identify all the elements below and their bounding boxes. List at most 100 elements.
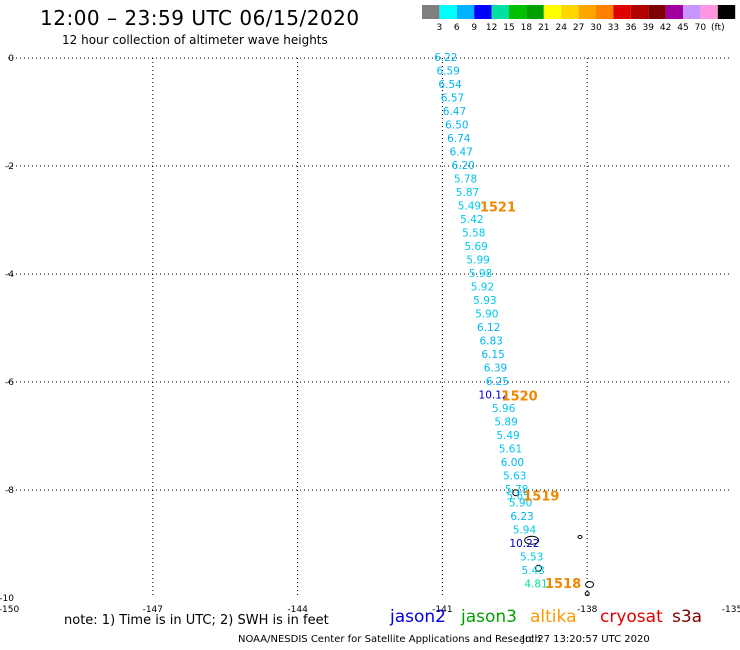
wave-height-label: 5.89 [494,417,517,429]
x-tick-label: -138 [577,605,598,615]
wave-height-label: 4.81 [524,579,547,591]
colorbar-label: 70 [695,23,707,33]
legend-cryosat: cryosat [600,607,663,627]
wave-height-label: 5.96 [492,403,516,415]
wave-height-label: 6.74 [447,133,471,145]
colorbar-swatch [613,5,631,19]
wave-height-label: 5.65 [506,490,529,502]
legend-altika: altika [530,607,577,627]
colorbar-swatch [630,5,649,19]
axis-tick-labels: -150 -147 -144 -141 -138 -135 0 -2 -4 -6 -8 -10 [0,54,740,615]
colorbar-label: 27 [573,23,584,33]
wave-height-label: 5.49 [458,201,481,213]
wave-height-label: 5.58 [462,228,485,240]
colorbar-label: 9 [471,23,477,33]
colorbar-label: 24 [555,23,567,33]
x-tick-label: -144 [287,605,308,615]
wave-height-label: 6.20 [451,160,474,172]
colorbar-swatch [474,5,492,19]
legend-s3a: s3a [672,607,703,627]
wave-height-label: 5.99 [466,255,489,267]
colorbar-swatch [439,5,457,19]
pass-number-label: 1518 [545,577,581,592]
legend-jason3: jason3 [461,607,517,627]
colorbar-swatch [700,5,718,19]
y-tick-label: 0 [8,54,14,64]
colorbar-swatch [456,5,475,19]
wave-height-label: 6.83 [479,336,502,348]
island-outline [512,489,520,497]
colorbar-label: 12 [486,23,497,33]
colorbar-swatch [422,5,440,19]
grid-lines [8,57,732,598]
wave-height-label: 6.22 [434,52,457,64]
wave-height-label: 5.92 [471,282,494,294]
colorbar-swatch [717,5,736,19]
colorbar-label: 21 [538,23,549,33]
pass-number-label: 1521 [480,201,516,216]
colorbar-label: 15 [503,23,514,33]
y-tick-label: -2 [5,162,14,172]
wave-height-label: 5.90 [509,498,532,510]
wave-height-label: 6.59 [436,66,459,78]
wave-height-label: 6.50 [445,120,468,132]
colorbar-label: 42 [660,23,671,33]
colorbar: 3 6 9 12 15 18 21 24 27 30 33 36 39 42 45 70 (ft) [422,5,736,33]
wave-height-label: 5.90 [475,309,498,321]
wave-height-label: 5.98 [469,268,492,280]
page-subtitle: 12 hour collection of altimeter wave hei… [62,33,328,47]
colorbar-swatch [491,5,509,19]
colorbar-swatch [578,5,596,19]
colorbar-swatch [543,5,562,19]
pass-number-labels: 1521 1520 1519 1518 [480,201,581,592]
colorbar-swatch [665,5,683,19]
wave-height-label: 5.53 [520,552,543,564]
x-tick-label: -141 [432,605,452,615]
wave-height-label: 5.93 [473,295,496,307]
wave-height-label: 6.25 [486,376,509,388]
island-outline [577,534,583,539]
wave-height-label: 6.00 [501,457,524,469]
colorbar-label: (ft) [711,23,725,33]
x-tick-label: -147 [143,605,163,615]
wave-height-label: 6.47 [450,147,473,159]
page-title: 12:00 – 23:59 UTC 06/15/2020 [40,6,360,30]
pass-number-label: 1519 [523,489,559,504]
wave-height-label: 10.12 [479,390,509,402]
colorbar-label: 39 [642,23,654,33]
wave-height-label: 5.78 [505,484,528,496]
wave-height-label: 5.69 [464,241,487,253]
y-tick-label: -8 [5,486,14,496]
pass-number-label: 1520 [502,390,538,405]
colorbar-swatch [596,5,614,19]
y-tick-label: -4 [5,270,14,280]
wave-height-label: 5.87 [456,187,479,199]
x-tick-label: -135 [722,605,740,615]
island-outline [584,591,590,597]
wave-height-label: 10.22 [509,538,539,550]
wave-height-label: 6.54 [438,79,462,91]
footer-timestamp: Jul 27 13:20:57 UTC 2020 [522,634,650,645]
wave-height-label: 6.23 [510,511,533,523]
wave-height-label: 5.43 [521,565,544,577]
wave-height-label: 6.39 [484,363,507,375]
legend-jason2: jason2 [390,607,446,627]
colorbar-swatch [526,5,544,19]
wave-height-label: 5.42 [460,214,483,226]
wave-height-label: 5.63 [503,471,526,483]
wave-height-label: 5.94 [513,525,537,537]
wave-height-label: 5.49 [496,430,519,442]
colorbar-label: 6 [454,23,460,33]
y-tick-label: -6 [5,378,14,388]
wave-height-label: 6.12 [477,322,500,334]
wave-height-label: 6.15 [481,349,504,361]
colorbar-label: 30 [590,23,602,33]
colorbar-swatch [648,5,666,19]
wave-height-label: 5.78 [454,174,477,186]
colorbar-swatch [561,5,579,19]
colorbar-swatch [509,5,527,19]
colorbar-label: 18 [521,23,533,33]
island-outline [534,564,542,572]
wave-height-label: 5.61 [499,444,522,456]
